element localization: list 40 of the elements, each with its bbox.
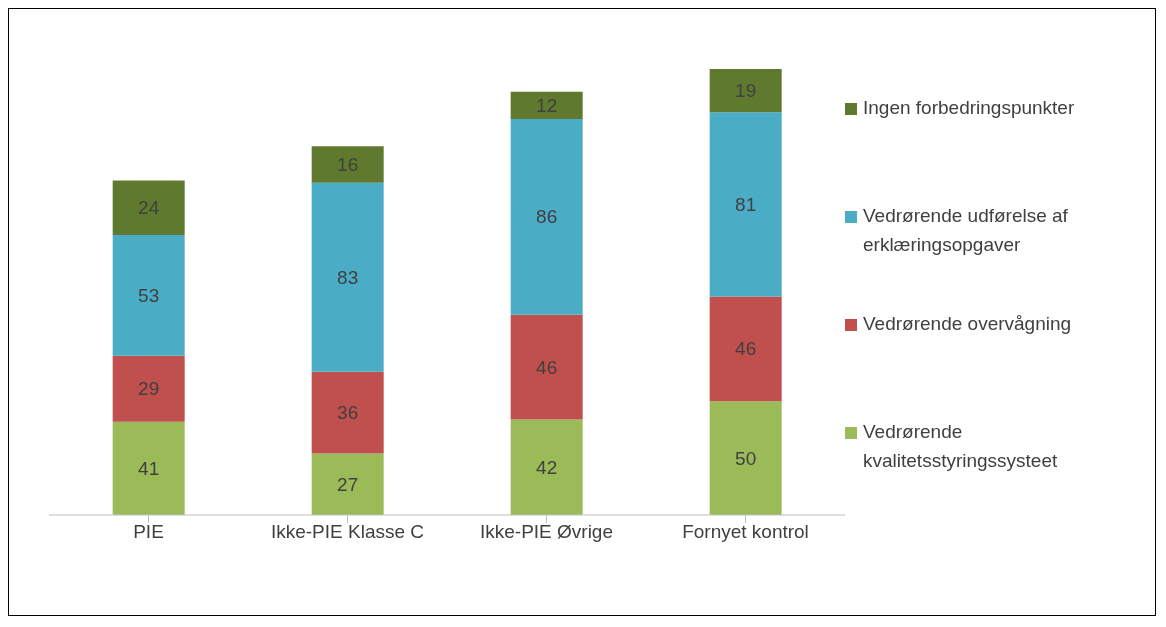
legend-label: Vedrørende kvalitetsstyringssysteet xyxy=(863,420,1059,473)
bar xyxy=(112,355,185,422)
bar xyxy=(510,91,583,120)
x-tick-label: PIE xyxy=(133,521,164,543)
legend-label: Vedrørende overvågning xyxy=(863,312,1072,336)
bar xyxy=(112,180,185,236)
x-tick-label: Fornyet kontrol xyxy=(682,521,809,543)
data-label: 50 xyxy=(735,447,757,469)
bar xyxy=(112,235,185,356)
bar xyxy=(510,419,583,515)
data-label: 53 xyxy=(138,284,160,306)
data-label: 29 xyxy=(138,378,160,400)
data-label: 86 xyxy=(536,206,558,228)
bar xyxy=(709,401,782,515)
bar xyxy=(311,182,384,372)
data-label: 12 xyxy=(536,94,558,116)
x-tick-label: Ikke-PIE Klasse C xyxy=(270,521,425,543)
data-label: 19 xyxy=(735,80,757,102)
data-label: 27 xyxy=(337,473,359,495)
bar xyxy=(709,69,782,113)
data-label: 46 xyxy=(536,356,558,378)
legend-label: Ingen forbedringspunkter xyxy=(863,96,1075,120)
data-label: 83 xyxy=(337,266,359,288)
data-label: 81 xyxy=(735,193,757,215)
bar xyxy=(510,314,583,420)
bar xyxy=(709,296,782,402)
data-label: 42 xyxy=(536,456,558,478)
data-label: 46 xyxy=(735,338,757,360)
data-label: 16 xyxy=(337,154,359,176)
bar xyxy=(112,421,185,515)
bar xyxy=(311,371,384,454)
data-label: 24 xyxy=(138,197,160,219)
bar xyxy=(510,119,583,315)
bar xyxy=(311,146,384,183)
legend-label: Vedrørende udførelse af erklæringsopgaver xyxy=(863,204,1069,257)
x-tick-label: Ikke-PIE Øvrige xyxy=(479,521,614,543)
bar xyxy=(311,453,384,515)
data-label: 36 xyxy=(337,402,359,424)
data-label: 41 xyxy=(138,457,160,479)
bar xyxy=(709,112,782,297)
